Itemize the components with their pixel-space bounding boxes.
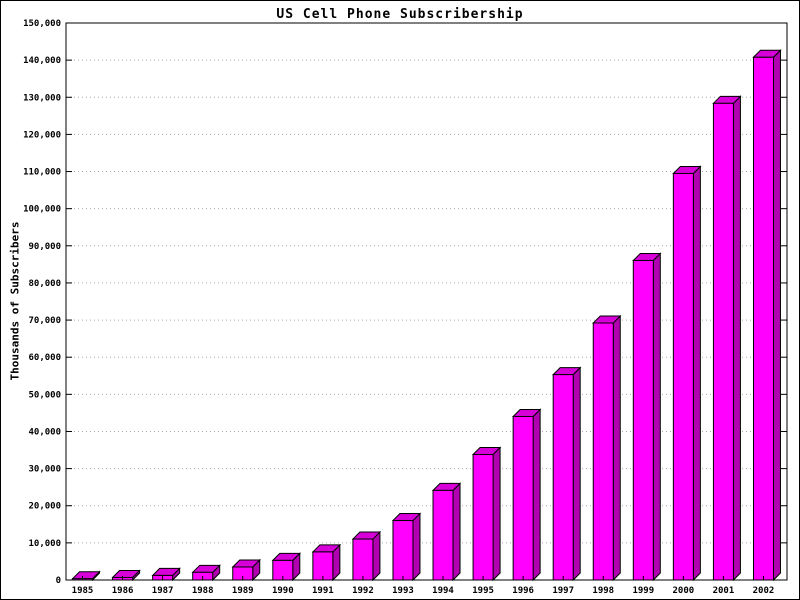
- bar-1994-side: [452, 482, 461, 582]
- bar-1998-side: [612, 314, 621, 582]
- y-tick-label: 60,000: [28, 353, 61, 363]
- x-tick-label: 2002: [753, 586, 775, 596]
- bar-1997: [552, 374, 574, 581]
- y-tick-label: 140,000: [23, 56, 61, 66]
- bar-1997-side: [572, 366, 581, 582]
- x-tick-label: 1999: [632, 586, 654, 596]
- chart-title: US Cell Phone Subscribership: [276, 7, 524, 22]
- bar-1992-side: [372, 530, 381, 582]
- x-tick-label: 1996: [512, 586, 534, 596]
- x-tick-label: 1987: [152, 586, 174, 596]
- x-tick-label: 2000: [673, 586, 695, 596]
- y-tick-label: 130,000: [23, 93, 61, 103]
- y-tick-label: 40,000: [28, 427, 61, 437]
- x-tick-label: 1989: [232, 586, 254, 596]
- bar-2000-side: [692, 165, 701, 582]
- bar-1998: [592, 322, 614, 581]
- y-tick-label: 80,000: [28, 279, 61, 289]
- x-tick-label: 1992: [352, 586, 374, 596]
- y-tick-label: 90,000: [28, 242, 61, 252]
- bar-1999: [632, 259, 654, 581]
- plot-border: [65, 22, 788, 581]
- x-tick-label: 1986: [112, 586, 134, 596]
- y-tick-label: 20,000: [28, 502, 61, 512]
- bar-1993: [392, 520, 414, 581]
- bar-1995-side: [492, 446, 501, 582]
- x-tick-label: 1997: [552, 586, 574, 596]
- y-tick-label: 50,000: [28, 390, 61, 400]
- x-tick-label: 2001: [713, 586, 735, 596]
- bar-1996: [512, 415, 534, 581]
- x-tick-label: 1991: [312, 586, 334, 596]
- bar-1992: [352, 538, 374, 581]
- bar-2000: [672, 172, 694, 581]
- bar-1993-side: [412, 512, 421, 582]
- bar-1991: [312, 551, 334, 581]
- y-tick-label: 120,000: [23, 130, 61, 140]
- x-tick-label: 1990: [272, 586, 294, 596]
- x-tick-label: 1988: [192, 586, 214, 596]
- x-tick-label: 1994: [432, 586, 454, 596]
- x-tick-label: 1995: [472, 586, 494, 596]
- bar-1994: [432, 489, 454, 581]
- bar-1996-side: [532, 408, 541, 582]
- y-tick-label: 150,000: [23, 19, 61, 29]
- bar-2001-side: [732, 95, 741, 582]
- bar-2001: [712, 102, 734, 581]
- y-tick-label: 70,000: [28, 316, 61, 326]
- y-tick-label: 110,000: [23, 168, 61, 178]
- bar-1995: [472, 454, 494, 581]
- bar-2002: [752, 56, 774, 581]
- y-tick-label: 100,000: [23, 205, 61, 215]
- x-tick-label: 1993: [392, 586, 414, 596]
- y-tick-label: 30,000: [28, 465, 61, 475]
- y-tick-label: 0: [56, 576, 61, 586]
- x-tick-label: 1985: [72, 586, 94, 596]
- bar-1999-side: [652, 252, 661, 582]
- y-tick-label: 10,000: [28, 539, 61, 549]
- x-tick-label: 1998: [592, 586, 614, 596]
- bar-2002-side: [772, 49, 781, 582]
